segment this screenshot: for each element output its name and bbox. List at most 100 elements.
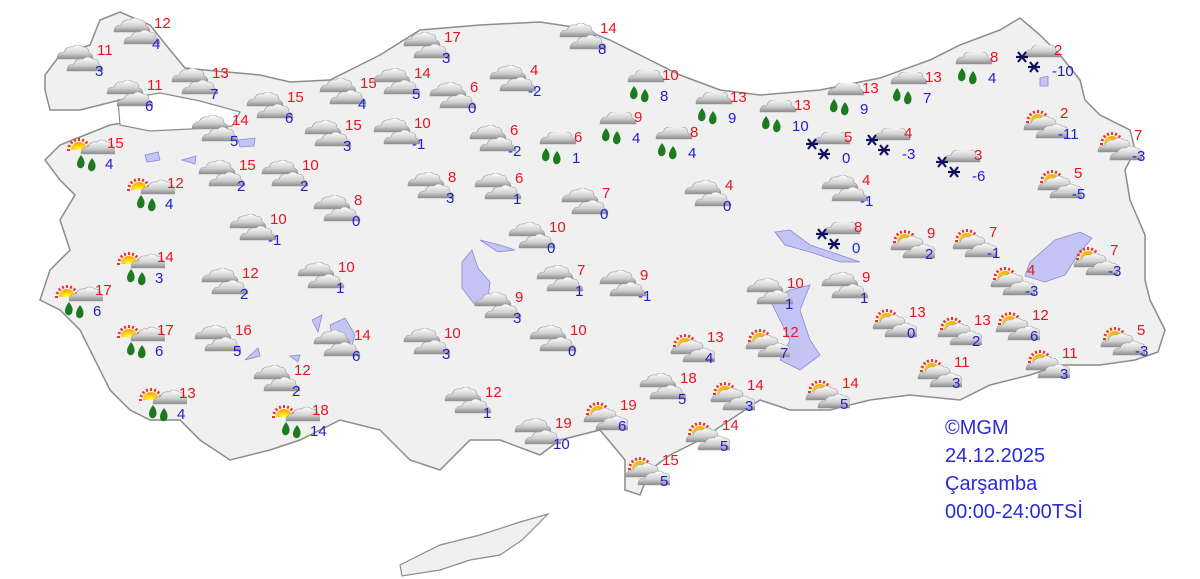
station: 10 1 [296, 259, 376, 308]
min-temperature: 7 [780, 345, 789, 362]
max-temperature: 13 [974, 312, 991, 329]
min-temperature: 4 [632, 130, 641, 147]
max-temperature: 15 [360, 75, 377, 92]
station: 17 3 [402, 30, 482, 78]
min-temperature: 3 [446, 190, 455, 207]
station: 14 5 [372, 66, 452, 114]
min-temperature: 0 [468, 100, 477, 117]
station: 7 -3 [1068, 242, 1148, 291]
max-temperature: 5 [1137, 322, 1146, 339]
station: 12 6 [990, 308, 1070, 356]
max-temperature: 14 [157, 249, 174, 266]
min-temperature: 4 [152, 36, 161, 53]
max-temperature: 12 [294, 362, 311, 379]
min-temperature: -10 [1052, 63, 1074, 80]
station: 10 1 [745, 276, 825, 324]
max-temperature: 7 [1110, 242, 1119, 259]
min-temperature: 3 [442, 346, 451, 363]
min-temperature: 9 [860, 101, 869, 118]
station: 17 6 [53, 282, 133, 331]
min-temperature: 6 [145, 98, 154, 115]
max-temperature: 5 [844, 129, 853, 146]
max-temperature: 15 [345, 117, 362, 134]
min-temperature: 3 [442, 50, 451, 67]
min-temperature: 1 [860, 290, 869, 307]
min-temperature: 2 [925, 246, 934, 263]
min-temperature: 0 [547, 240, 556, 257]
min-temperature: 0 [852, 240, 861, 257]
max-temperature: 13 [707, 329, 724, 346]
min-temperature: -11 [1058, 126, 1079, 143]
max-temperature: 9 [634, 109, 643, 126]
station: 10 8 [620, 67, 700, 116]
max-temperature: 4 [904, 125, 913, 142]
station: 19 6 [578, 397, 658, 446]
station: 10 3 [402, 326, 482, 374]
min-temperature: 0 [568, 343, 577, 360]
min-temperature: 6 [352, 348, 361, 365]
station: 15 4 [65, 135, 145, 184]
station: 14 8 [558, 21, 638, 69]
station: 13 2 [932, 312, 1012, 361]
max-temperature: 10 [338, 259, 355, 276]
station: 5 -3 [1095, 322, 1175, 371]
max-temperature: 15 [107, 135, 124, 152]
min-temperature: -2 [528, 83, 542, 100]
station: 6 -2 [468, 123, 548, 171]
min-temperature: 5 [720, 438, 729, 455]
max-temperature: 7 [577, 262, 586, 279]
min-temperature: 0 [352, 213, 361, 230]
max-temperature: 12 [242, 265, 259, 282]
min-temperature: 3 [95, 63, 104, 80]
station: 18 14 [270, 402, 350, 451]
max-temperature: 19 [620, 397, 637, 414]
station: 4 -2 [488, 63, 568, 111]
min-temperature: 6 [155, 343, 164, 360]
min-temperature: 4 [177, 406, 186, 423]
station: 15 3 [303, 117, 383, 166]
min-temperature: 4 [105, 156, 114, 173]
max-temperature: 13 [212, 65, 229, 82]
station: 12 1 [443, 385, 523, 433]
station: 10 2 [260, 158, 340, 206]
station: 7 -3 [1092, 128, 1172, 176]
max-temperature: 8 [854, 219, 863, 236]
min-temperature: 0 [723, 198, 732, 215]
min-temperature: -1 [987, 245, 1001, 262]
station: 11 3 [1020, 346, 1100, 394]
max-temperature: 17 [95, 282, 112, 299]
station: 15 5 [620, 453, 700, 501]
min-temperature: 7 [923, 90, 932, 107]
station: 9 -1 [598, 268, 678, 316]
max-temperature: 10 [662, 67, 679, 84]
max-temperature: 8 [354, 192, 363, 209]
min-temperature: 2 [292, 383, 301, 400]
max-temperature: 12 [782, 324, 799, 341]
max-temperature: 18 [312, 402, 329, 419]
station: 14 6 [312, 328, 392, 376]
station: 2 -11 [1018, 106, 1098, 154]
station: 13 7 [883, 70, 963, 118]
min-temperature: 4 [165, 196, 174, 213]
max-temperature: 5 [1074, 165, 1083, 182]
max-temperature: 4 [1027, 262, 1036, 279]
min-temperature: 4 [705, 350, 714, 367]
max-temperature: 14 [722, 417, 739, 434]
min-temperature: -1 [638, 288, 652, 305]
max-temperature: 10 [549, 219, 566, 236]
max-temperature: 2 [1054, 42, 1063, 59]
min-temperature: 5 [233, 343, 242, 360]
station: 3 -6 [932, 148, 1012, 196]
min-temperature: 3 [745, 398, 754, 415]
max-temperature: 10 [414, 115, 431, 132]
max-temperature: 15 [287, 89, 304, 106]
min-temperature: -3 [1135, 343, 1149, 360]
station: 10 -1 [372, 115, 452, 164]
